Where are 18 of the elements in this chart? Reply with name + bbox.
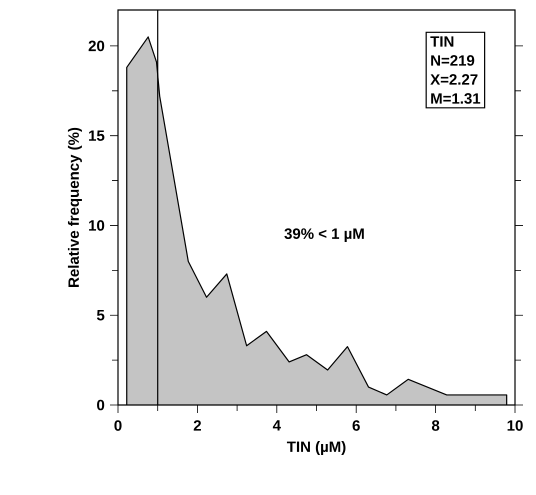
- x-axis-title: TIN (µM): [286, 441, 346, 456]
- y-tick-label: 0: [97, 400, 104, 410]
- annotation: 39% < 1 µM: [284, 228, 364, 242]
- annotation: M=1.31: [431, 93, 480, 104]
- y-tick-label: 5: [96, 310, 104, 320]
- x-tick-label: 10: [508, 420, 523, 431]
- annotation: N=219: [431, 55, 474, 66]
- x-tick-label: 0: [114, 420, 122, 431]
- y-axis-title: Relative frequency (%): [68, 128, 82, 287]
- x-tick-label: 2: [194, 420, 201, 431]
- y-tick-label: 15: [89, 130, 104, 141]
- y-tick-label: 10: [89, 220, 104, 231]
- x-tick-label: 6: [352, 420, 360, 431]
- y-tick-label: 20: [88, 40, 104, 52]
- x-tick-label: 8: [432, 420, 440, 431]
- annotation: TIN: [430, 36, 454, 47]
- annotation: X=2.27: [430, 74, 478, 85]
- x-tick-label: 4: [272, 420, 281, 431]
